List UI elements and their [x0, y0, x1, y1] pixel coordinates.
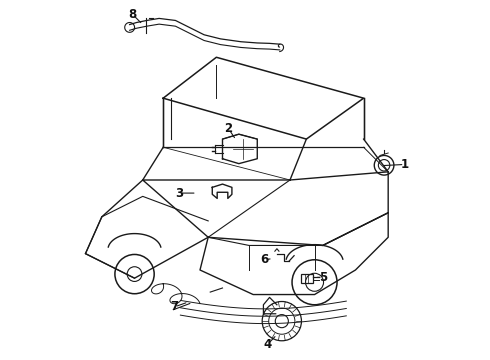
Text: 6: 6 — [261, 253, 269, 266]
Text: 5: 5 — [318, 271, 327, 284]
Bar — [301, 274, 313, 283]
Text: 4: 4 — [264, 338, 271, 351]
Text: 2: 2 — [224, 122, 233, 135]
Text: 3: 3 — [175, 186, 184, 199]
Text: 8: 8 — [128, 8, 137, 21]
Text: 7: 7 — [171, 300, 179, 313]
Text: 1: 1 — [400, 158, 409, 171]
